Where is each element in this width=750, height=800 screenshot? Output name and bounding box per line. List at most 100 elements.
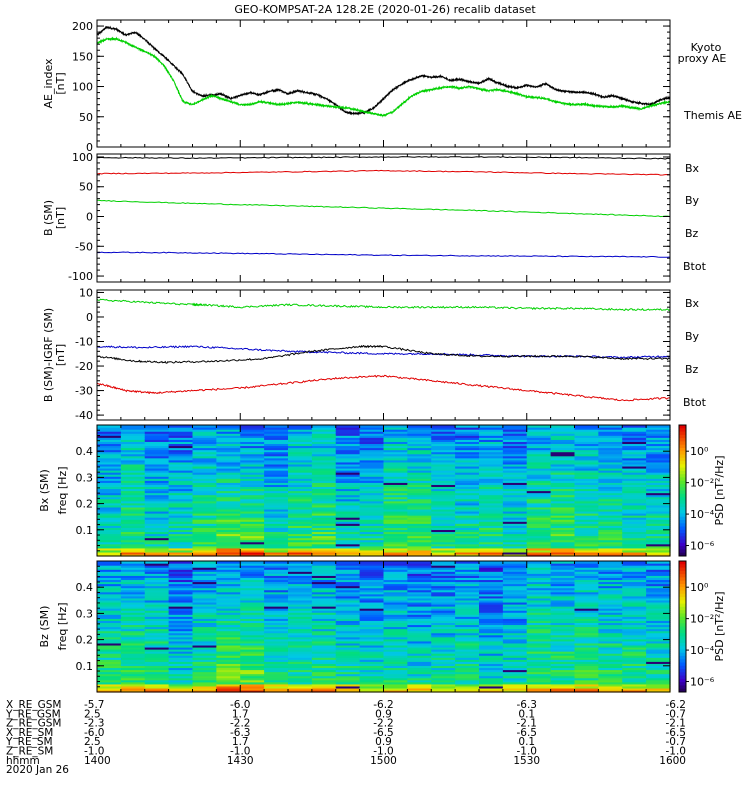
spectrogram-cell — [455, 521, 480, 524]
spectrogram-cell — [383, 463, 408, 467]
spectrogram-cell — [168, 523, 194, 526]
spectrogram-cell — [598, 465, 623, 469]
spectrogram-cell — [550, 593, 576, 597]
spectrogram-cell — [574, 630, 599, 634]
spectrogram-cell — [168, 673, 194, 677]
spectrogram-cell — [168, 685, 194, 689]
spectrogram-cell — [359, 610, 385, 613]
spectrogram-cell — [550, 681, 576, 685]
spectrogram-cell — [550, 677, 576, 681]
spectrogram-cell — [168, 675, 194, 679]
spectrogram-cell — [526, 628, 552, 632]
spectrogram-cell — [216, 628, 241, 632]
spectrogram-cell — [240, 500, 265, 504]
spectrogram-cell — [264, 506, 289, 510]
spectrogram-cell — [359, 685, 385, 689]
spectrogram-cell — [646, 687, 671, 691]
spectrogram-cell — [622, 679, 647, 683]
panel-bx_spectrogram: 0.10.20.30.4Bx (SM) freq [Hz]10⁰10⁻²10⁻⁴1… — [38, 424, 726, 557]
spectrogram-cell — [192, 504, 217, 508]
spectrogram-cell — [383, 459, 408, 463]
spectrogram-cell — [407, 644, 432, 648]
spectrogram-cell — [598, 628, 623, 632]
spectrogram-cell — [144, 496, 170, 500]
spectrogram-cell — [97, 539, 122, 543]
spectrogram-cell — [311, 482, 337, 485]
spectrogram-cell — [120, 571, 146, 574]
spectrogram-cell — [526, 679, 552, 683]
spectrogram-cell — [216, 488, 241, 492]
spectrogram-cell — [216, 433, 241, 436]
spectrogram-cell — [264, 571, 289, 574]
spectrogram-cell — [598, 571, 623, 574]
spectrogram-cell — [598, 622, 623, 626]
spectrogram-cell — [479, 535, 504, 539]
spectrogram-cell — [383, 504, 408, 508]
spectrogram-cell — [550, 630, 576, 634]
colorbar-frame — [678, 560, 687, 693]
spectrogram-cell — [335, 651, 361, 654]
spectrogram-cell — [574, 571, 599, 574]
spectrogram-cell — [407, 657, 432, 660]
spectrogram-cell — [335, 513, 361, 516]
spectrogram-cell — [502, 636, 528, 640]
colorbar-segment — [679, 561, 686, 565]
spectrogram-cell — [526, 547, 552, 551]
spectrogram-cell — [192, 519, 217, 522]
spectrogram-cell — [264, 510, 289, 514]
spectrogram-cell — [502, 478, 528, 481]
spectrogram-cell — [550, 620, 576, 624]
spectrogram-cell — [311, 634, 337, 638]
spectrogram-cell — [144, 575, 170, 578]
spectrogram-cell — [455, 628, 480, 632]
spectrogram-cell — [311, 451, 337, 455]
spectrogram-cell — [455, 667, 480, 671]
spectrogram-cell — [192, 653, 217, 656]
spectrogram-cell — [646, 480, 671, 483]
spectrogram-cell — [598, 484, 623, 488]
spectrogram-cell — [646, 575, 671, 578]
spectrogram-cell — [240, 573, 265, 576]
spectrogram-cell — [240, 508, 265, 512]
spectrogram-cell — [216, 537, 241, 541]
spectrogram-cell — [264, 539, 289, 543]
spectrogram-cell — [502, 513, 528, 516]
spectrogram-cell — [479, 425, 504, 428]
spectrogram-cell — [598, 561, 623, 564]
spectrogram-cell — [502, 667, 528, 671]
spectrogram-cell — [359, 515, 385, 518]
spectrogram-cell — [526, 642, 552, 646]
spectrogram-cell — [622, 663, 647, 666]
spectrogram-cell — [455, 486, 480, 490]
spectrogram-cell — [288, 669, 313, 673]
spectrogram-cell — [622, 630, 647, 634]
spectrogram-cell — [526, 553, 552, 557]
spectrogram-cell — [288, 616, 313, 619]
spectrogram-cell — [264, 523, 289, 526]
spectrogram-cell — [97, 459, 122, 463]
spectrogram-cell — [335, 482, 361, 485]
spectrogram-cell — [311, 577, 337, 581]
spectrogram-cell — [526, 632, 552, 636]
spectrogram-cell — [359, 577, 385, 581]
spectrogram-cell — [622, 484, 647, 488]
spectrogram-cell — [574, 636, 599, 640]
spectrogram-cell — [479, 429, 504, 432]
spectrogram-cell — [550, 587, 576, 591]
spectrogram-cell — [502, 529, 528, 533]
spectrogram-cell — [479, 488, 504, 492]
colorbar-segment — [679, 500, 686, 505]
spectrogram-cell — [526, 539, 552, 543]
spectrogram-cell — [502, 433, 528, 436]
spectrogram-cell — [97, 435, 122, 438]
spectrogram-cell — [192, 630, 217, 634]
spectrogram-cell — [216, 608, 241, 611]
spectrogram-cell — [431, 535, 456, 539]
spectrogram-cell — [216, 453, 241, 457]
colorbar-segment — [679, 490, 686, 495]
colorbar-label: PSD [nT²/Hz] — [713, 455, 726, 525]
spectrogram-cell — [288, 437, 313, 440]
spectrogram-cell — [120, 659, 146, 662]
spectrogram-cell — [97, 655, 122, 658]
spectrogram-cell — [431, 465, 456, 469]
